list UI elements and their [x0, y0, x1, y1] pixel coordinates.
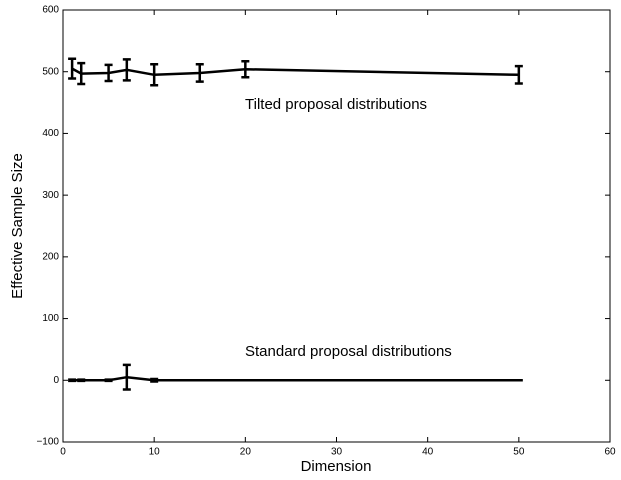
x-tick-label: 10	[149, 447, 161, 458]
series-line	[71, 67, 519, 77]
x-tick-label: 40	[422, 447, 434, 458]
y-tick-label: 600	[42, 5, 59, 16]
series-line	[72, 375, 519, 382]
error-bar	[195, 63, 204, 83]
error-bar	[104, 378, 113, 383]
error-bar	[104, 63, 113, 83]
x-tick-label: 60	[604, 447, 616, 458]
error-bar	[68, 57, 77, 80]
y-axis-label: Effective Sample Size	[9, 153, 26, 299]
error-bar	[514, 64, 523, 85]
y-tick-label: 100	[42, 313, 59, 324]
annotation: Tilted proposal distributions	[245, 96, 427, 113]
x-axis-label: Dimension	[301, 458, 372, 475]
y-tick-label: −100	[36, 437, 59, 448]
error-bar	[150, 63, 159, 87]
error-bar	[150, 377, 159, 383]
y-tick-label: 200	[42, 251, 59, 262]
error-bar	[122, 363, 131, 391]
annotation: Standard proposal distributions	[245, 343, 452, 360]
error-bar	[77, 378, 86, 383]
error-bar	[122, 58, 131, 82]
y-tick-label: 400	[42, 128, 59, 139]
error-bar	[241, 59, 250, 79]
x-tick-label: 0	[60, 447, 66, 458]
y-tick-label: 300	[42, 190, 59, 201]
y-tick-label: 500	[42, 66, 59, 77]
x-tick-label: 50	[513, 447, 525, 458]
error-bar	[68, 378, 77, 383]
x-tick-label: 20	[240, 447, 252, 458]
x-tick-label: 30	[331, 447, 343, 458]
axes-box	[62, 9, 611, 443]
error-bar	[77, 61, 86, 86]
y-tick-label: 0	[53, 375, 59, 386]
